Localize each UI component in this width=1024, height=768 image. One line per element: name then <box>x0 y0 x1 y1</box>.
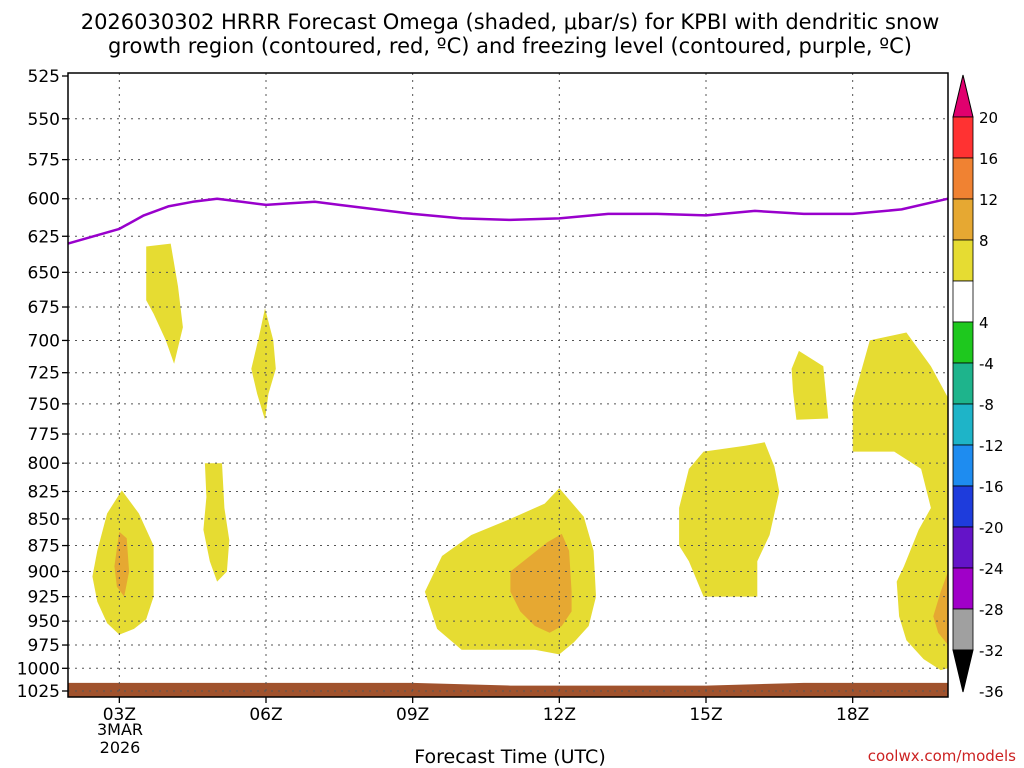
colorbar-band <box>952 608 974 651</box>
surface-terrain <box>68 682 948 697</box>
colorbar-band <box>952 157 974 200</box>
colorbar-label: 20 <box>979 109 998 127</box>
colorbar-label: -32 <box>979 642 1004 660</box>
colorbar-band <box>952 280 974 323</box>
plot-area <box>67 72 949 698</box>
omega-region-10 <box>852 332 948 671</box>
y-tick-label: 800 <box>28 454 60 474</box>
colorbar-bottom-arrow <box>952 649 974 693</box>
colorbar-band <box>952 403 974 446</box>
y-tick-label: 550 <box>28 110 60 130</box>
colorbar-top-arrow <box>952 74 974 118</box>
colorbar-band <box>952 567 974 610</box>
omega-region-7 <box>510 533 572 633</box>
y-tick-label: 775 <box>28 425 60 445</box>
y-tick-label: 600 <box>28 190 60 210</box>
omega-regions <box>92 243 948 671</box>
surface-layer <box>68 682 948 697</box>
freezing-level-line <box>67 197 949 245</box>
y-tick-label: 850 <box>28 510 60 530</box>
date-label-month: 3MAR <box>97 720 143 739</box>
colorbar-label: -24 <box>979 560 1004 578</box>
x-tick-label: 12Z <box>543 705 576 725</box>
y-axis: 525 550 575 600 625 650 675 700 725 750 775 800 825 8… <box>17 67 68 702</box>
colorbar-band <box>952 485 974 528</box>
colorbar-label: 12 <box>979 191 998 209</box>
date-label-year: 2026 <box>100 738 141 757</box>
x-tick-label: 06Z <box>249 705 282 725</box>
omega-region-3 <box>146 243 183 364</box>
y-tick-label: 525 <box>28 67 60 87</box>
y-tick-label: 675 <box>28 298 60 318</box>
y-tick-label: 900 <box>28 562 60 582</box>
grid-lines <box>68 73 948 697</box>
credit-text: coolwx.com/models <box>868 747 1016 765</box>
colorbar-band <box>952 198 974 241</box>
freezing-level-layer <box>67 197 949 245</box>
x-tick-label: 09Z <box>396 705 429 725</box>
omega-region-4 <box>203 463 230 582</box>
chart-title-line-1: 2026030302 HRRR Forecast Omega (shaded, … <box>81 10 940 34</box>
x-axis-label: Forecast Time (UTC) <box>414 746 605 768</box>
y-tick-label: 825 <box>28 482 60 502</box>
y-tick-label: 875 <box>28 537 60 557</box>
y-tick-label: 650 <box>28 263 60 283</box>
colorbar-label: -16 <box>979 478 1004 496</box>
colorbar-band <box>952 239 974 282</box>
colorbar-label: -12 <box>979 437 1004 455</box>
y-tick-label: 925 <box>28 588 60 608</box>
omega-region-8 <box>679 442 780 597</box>
y-tick-label: 950 <box>28 612 60 632</box>
y-tick-label: 625 <box>28 227 60 247</box>
x-axis: 03Z 06Z 09Z 12Z 15Z 18Z <box>103 697 869 725</box>
y-tick-label: 1000 <box>17 659 60 679</box>
colorbar-label: 4 <box>979 314 989 332</box>
omega-region-5 <box>251 308 276 420</box>
x-tick-label: 18Z <box>836 705 869 725</box>
colorbar-band <box>952 526 974 569</box>
omega-region-11 <box>933 571 948 645</box>
colorbar-label: -36 <box>979 683 1004 701</box>
colorbar-label: 8 <box>979 232 989 250</box>
x-tick-label: 03Z <box>103 705 136 725</box>
colorbar-band <box>952 444 974 487</box>
y-tick-label: 750 <box>28 395 60 415</box>
colorbar-label: -20 <box>979 519 1004 537</box>
colorbar-label: -8 <box>979 396 994 414</box>
omega-region-2 <box>114 531 130 597</box>
colorbar-band <box>952 116 974 159</box>
y-tick-label: 1025 <box>17 682 60 702</box>
colorbar: 20 16 12 8 4 -4 -8 -12 -16 -20 -24 -28 -32 -36 <box>952 74 1004 701</box>
chart-title-line-2: growth region (contoured, red, ºC) and f… <box>108 34 912 58</box>
colorbar-band <box>952 321 974 364</box>
omega-region-9 <box>791 350 829 420</box>
plot-frame <box>67 72 949 698</box>
y-tick-label: 575 <box>28 151 60 171</box>
x-tick-label: 15Z <box>689 705 722 725</box>
colorbar-label: 16 <box>979 150 998 168</box>
y-tick-label: 725 <box>28 364 60 384</box>
colorbar-label: -28 <box>979 601 1004 619</box>
y-tick-label: 700 <box>28 331 60 351</box>
y-tick-label: 975 <box>28 636 60 656</box>
colorbar-label: -4 <box>979 355 994 373</box>
colorbar-band <box>952 362 974 405</box>
